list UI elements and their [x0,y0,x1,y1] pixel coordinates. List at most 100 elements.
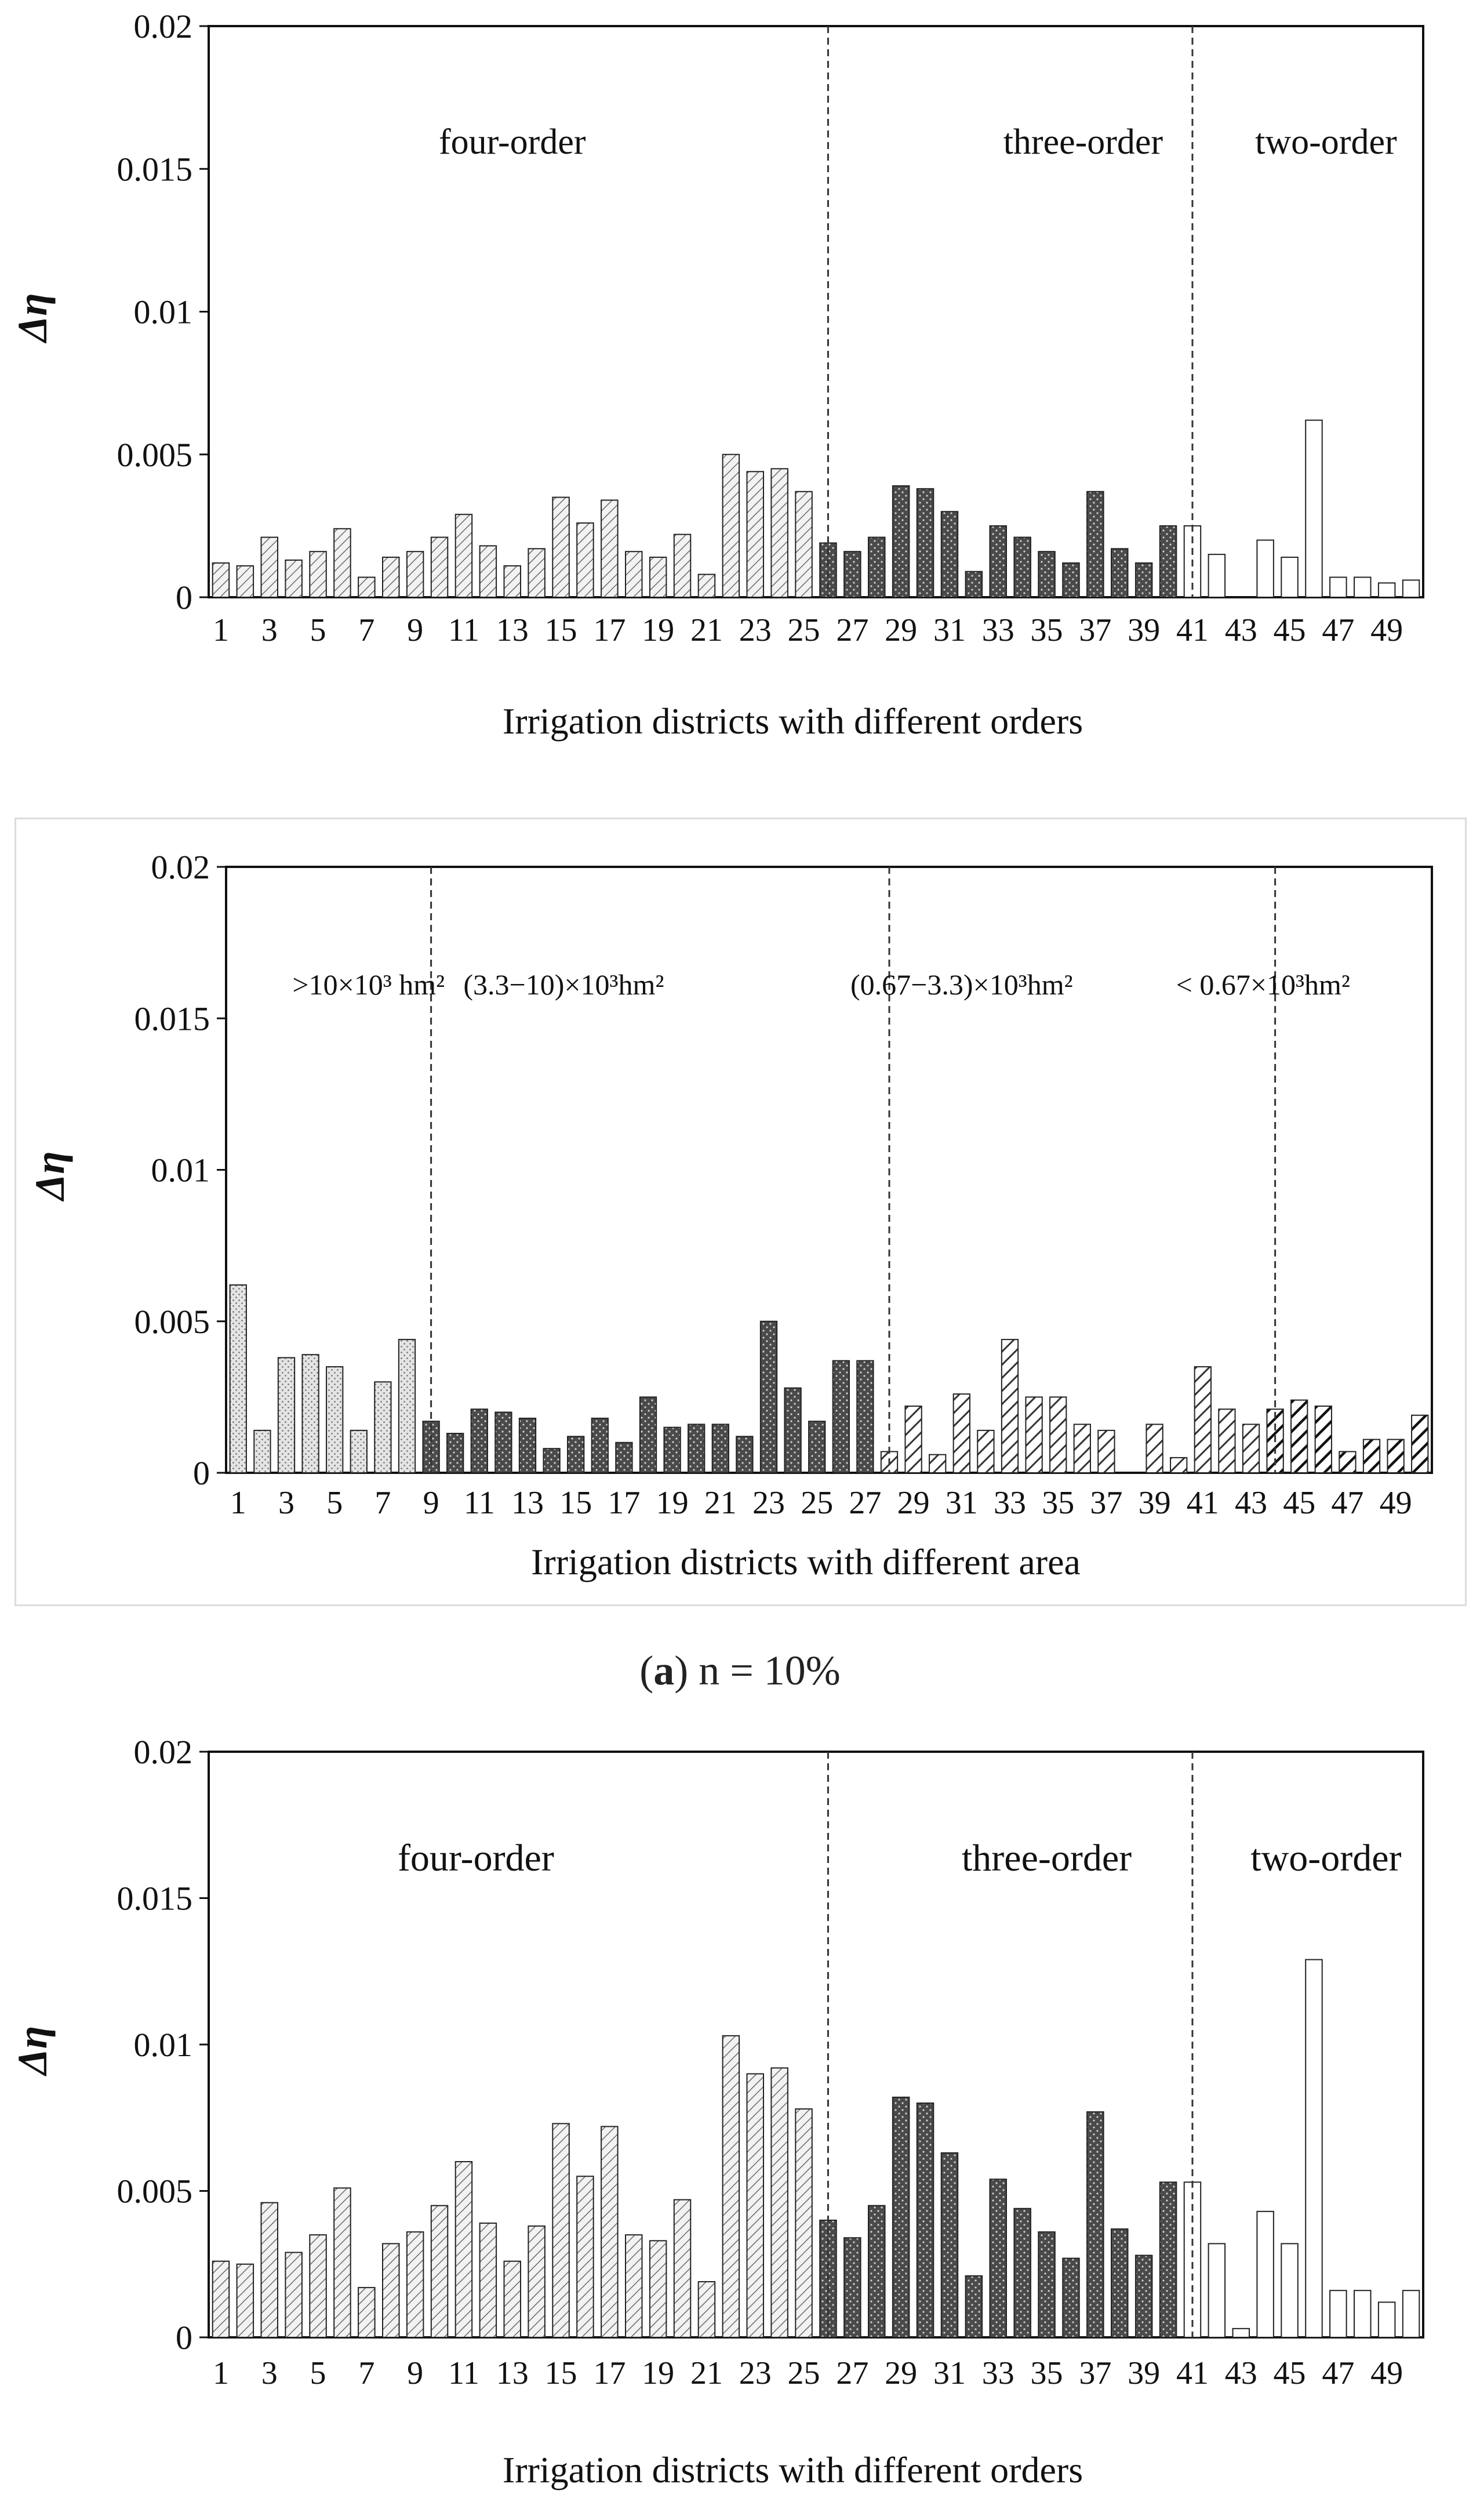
bar [1354,2290,1372,2339]
bar [1402,579,1420,598]
bar [784,1387,802,1474]
x-tick-label: 9 [407,2355,423,2391]
x-tick-label: 47 [1322,2355,1354,2391]
bar [856,1360,874,1473]
bar [952,1393,970,1474]
group-label: >10×10³ hm² [292,968,445,1001]
bar [1049,1396,1067,1473]
bar [528,2225,546,2338]
bar [552,2123,570,2338]
bar [1411,1414,1429,1473]
bar [722,453,740,598]
bar [1013,2207,1031,2338]
bar [1281,557,1299,598]
bar [904,1406,922,1473]
bar [285,559,303,598]
group-label: (3.3−10)×10³hm² [463,968,664,1001]
y-tick-label: 0.02 [134,1733,193,1771]
bar [1134,2254,1153,2338]
bar [382,2243,400,2339]
bar [1232,2327,1250,2338]
bar [277,1357,296,1474]
bar [236,2263,254,2338]
bar [1111,548,1129,598]
bar [567,1436,585,1474]
x-tick-label: 25 [788,2355,820,2391]
bar [1362,1439,1381,1474]
bar [260,536,278,598]
group-label: three-order [962,1837,1132,1879]
x-tick-label: 13 [511,1485,544,1521]
bar [479,545,497,598]
x-tick-label: 1 [230,1485,246,1521]
group-label: < 0.67×10³hm² [1176,968,1350,1001]
x-tick-label: 7 [374,1485,391,1521]
y-tick-label: 0 [176,579,192,616]
y-tick-label: 0.01 [134,2026,193,2064]
x-tick-label: 41 [1187,1485,1219,1521]
x-tick-label: 41 [1176,2355,1209,2391]
x-tick-label: 43 [1225,612,1257,648]
bar [722,2035,740,2338]
figure-caption: (a) n = 10% [639,1647,841,1694]
bar [1281,2243,1299,2339]
bar [1134,562,1153,598]
y-tick-label: 0.015 [117,150,193,188]
bar [759,1320,778,1473]
bar [965,571,983,598]
bar [1038,551,1056,598]
x-tick-label: 17 [593,2355,626,2391]
x-tick-label: 23 [739,612,772,648]
group-label: two-order [1250,1837,1401,1879]
bar [576,2176,594,2338]
x-tick-label: 37 [1090,1485,1122,1521]
x-tick-label: 33 [982,612,1014,648]
x-tick-label: 31 [933,612,966,648]
bar [892,2096,910,2339]
bar [989,2178,1007,2338]
x-tick-label: 37 [1079,2355,1111,2391]
x-tick-label: 27 [849,1485,881,1521]
bar [843,2237,861,2338]
x-tick-label: 49 [1380,1485,1412,1521]
x-tick-label: 25 [801,1485,833,1521]
y-axis-label: Δη [9,2026,56,2077]
bar [260,2202,278,2339]
bar [1097,1429,1115,1473]
bar [649,2240,667,2338]
y-tick-label: 0.02 [134,8,193,45]
bar [1387,1439,1405,1474]
x-tick-label: 37 [1079,612,1111,648]
x-tick-label: 21 [690,612,723,648]
bar [285,2252,303,2338]
bar [528,548,546,598]
y-tick-label: 0 [193,1454,210,1492]
x-tick-label: 31 [946,1485,978,1521]
x-tick-label: 49 [1370,612,1403,648]
plot-area [208,25,1424,598]
bar [503,565,521,598]
x-tick-label: 9 [423,1485,439,1521]
bar [309,2234,327,2338]
bar [625,551,643,598]
x-tick-label: 11 [464,1485,495,1521]
bar [406,2231,424,2339]
x-tick-label: 33 [982,2355,1014,2391]
group-label: two-order [1255,122,1397,162]
bar [1242,1424,1260,1474]
x-tick-label: 3 [278,1485,294,1521]
x-tick-label: 47 [1322,612,1354,648]
x-tick-label: 23 [752,1485,785,1521]
bar [601,2126,619,2339]
bar [770,2067,788,2339]
x-tick-label: 39 [1128,2355,1160,2391]
x-tick-label: 5 [326,1485,343,1521]
x-tick-label: 35 [1042,1485,1074,1521]
x-tick-label: 43 [1235,1485,1267,1521]
y-tick-label: 0 [176,2319,192,2356]
bar [446,1433,464,1473]
group-label: four-order [439,122,586,162]
bar [965,2275,983,2339]
bar [1314,1406,1332,1473]
